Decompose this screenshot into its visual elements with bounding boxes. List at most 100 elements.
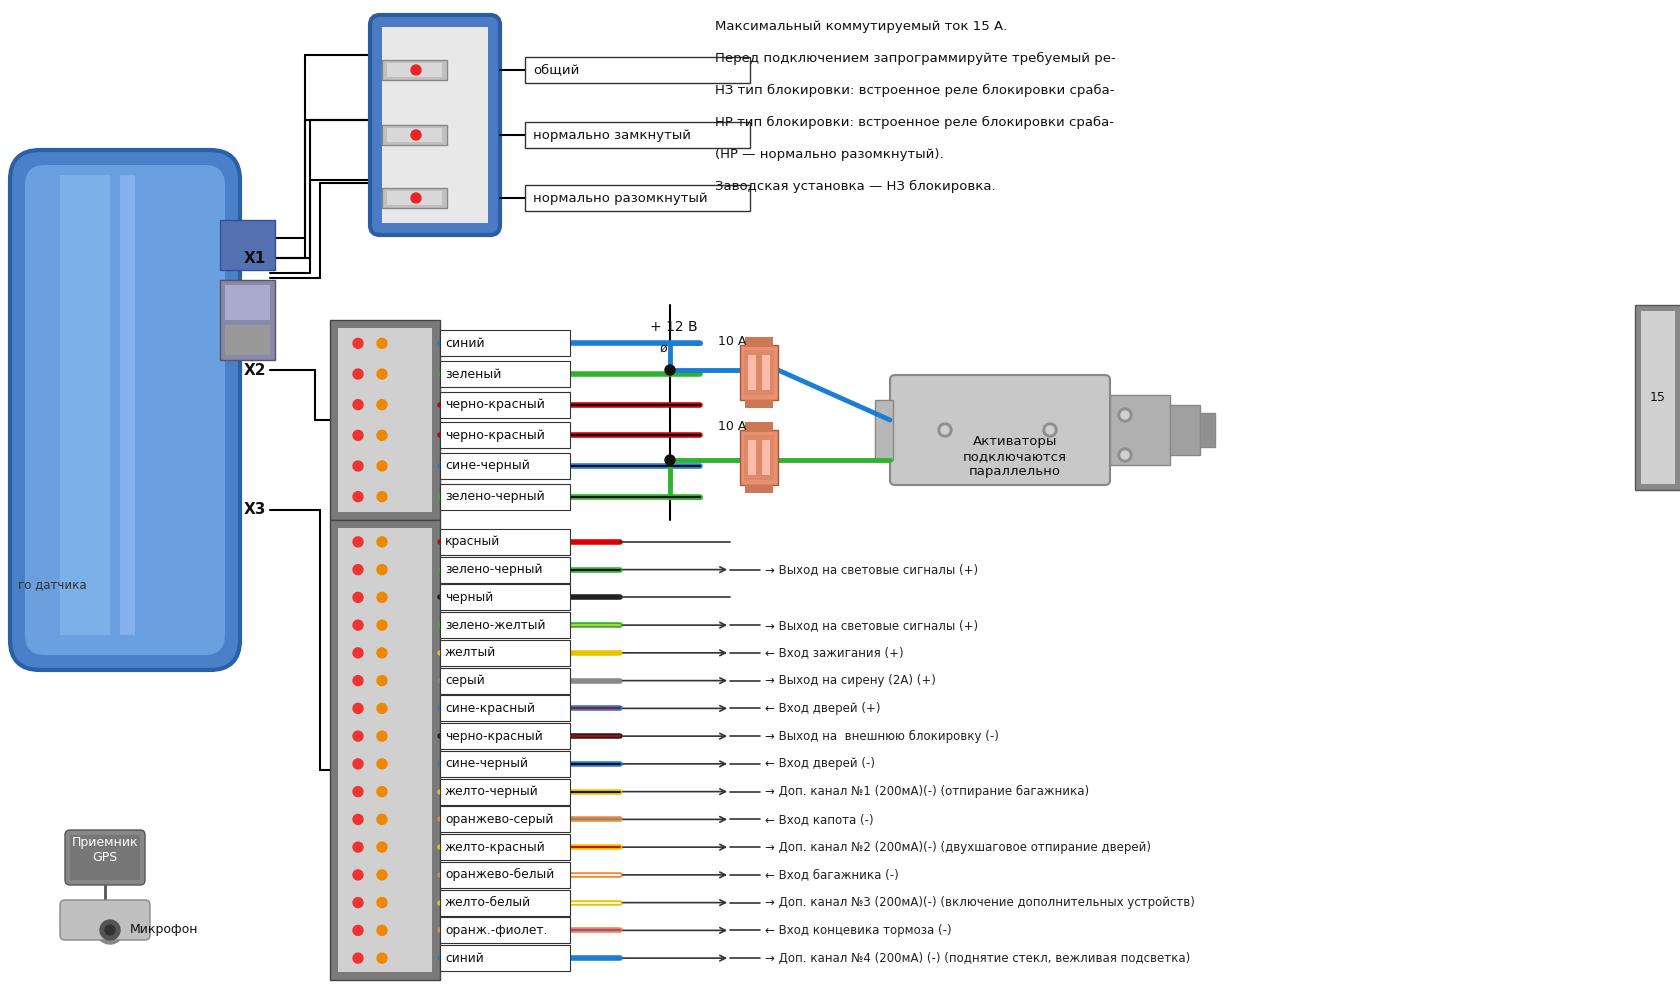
Circle shape [353, 399, 363, 409]
Bar [225, 285, 270, 320]
Bar [744, 337, 773, 347]
Bar [440, 391, 570, 417]
Circle shape [410, 65, 420, 75]
Text: ← Вход концевика тормоза (-): ← Вход концевика тормоза (-) [764, 924, 951, 937]
Bar [761, 440, 769, 475]
Bar [440, 423, 570, 449]
Circle shape [353, 759, 363, 769]
Circle shape [96, 916, 124, 944]
Circle shape [99, 920, 119, 940]
Bar [381, 188, 447, 208]
Circle shape [665, 455, 675, 465]
Bar [524, 122, 749, 148]
Bar [739, 430, 778, 485]
Circle shape [353, 953, 363, 963]
Circle shape [376, 431, 386, 441]
Bar [329, 320, 440, 520]
Bar [440, 584, 570, 611]
Bar [440, 807, 570, 832]
Bar [440, 668, 570, 693]
Text: 10 А: 10 А [717, 335, 746, 348]
Bar [524, 57, 749, 83]
Circle shape [376, 870, 386, 880]
Bar [381, 125, 447, 145]
Bar [440, 612, 570, 638]
FancyBboxPatch shape [60, 900, 150, 940]
Circle shape [376, 842, 386, 852]
Circle shape [410, 130, 420, 140]
Text: общий: общий [533, 63, 580, 76]
Text: → Выход на сирену (2А) (+): → Выход на сирену (2А) (+) [764, 674, 936, 687]
Circle shape [376, 593, 386, 603]
Text: черно-красный: черно-красный [445, 429, 544, 442]
Circle shape [376, 537, 386, 547]
Bar [440, 453, 570, 479]
Circle shape [1042, 423, 1057, 437]
Text: Максимальный коммутируемый ток 15 А.: Максимальный коммутируемый ток 15 А. [714, 20, 1006, 33]
Text: синий: синий [445, 952, 484, 965]
Bar [338, 528, 432, 972]
Circle shape [376, 461, 386, 471]
Circle shape [1117, 408, 1131, 422]
Text: черно-красный: черно-красный [445, 398, 544, 411]
Circle shape [353, 492, 363, 502]
Circle shape [353, 620, 363, 630]
Bar [386, 191, 442, 205]
Bar [1200, 413, 1215, 447]
Bar [440, 330, 570, 356]
Circle shape [376, 338, 386, 348]
Text: зелено-черный: зелено-черный [445, 490, 544, 503]
Text: НР тип блокировки: встроенное реле блокировки сраба-: НР тип блокировки: встроенное реле блоки… [714, 116, 1114, 129]
Bar [440, 917, 570, 944]
Text: ← Вход капота (-): ← Вход капота (-) [764, 813, 874, 826]
Text: ← Вход зажигания (+): ← Вход зажигания (+) [764, 647, 904, 659]
Circle shape [353, 787, 363, 797]
Circle shape [376, 492, 386, 502]
FancyBboxPatch shape [10, 150, 240, 670]
Bar [440, 750, 570, 777]
Bar [220, 280, 276, 360]
Text: го датчика: го датчика [18, 578, 87, 592]
Circle shape [353, 731, 363, 741]
Circle shape [410, 193, 420, 203]
Bar [440, 779, 570, 805]
Bar [386, 63, 442, 77]
Bar [875, 400, 892, 460]
FancyBboxPatch shape [25, 165, 225, 655]
Bar [744, 400, 773, 408]
Bar [625, 305, 1324, 520]
Text: Активаторы
подключаются
параллельно: Активаторы подключаются параллельно [963, 435, 1067, 478]
Bar [386, 128, 442, 142]
Bar [440, 834, 570, 860]
Text: ø: ø [660, 342, 667, 355]
Circle shape [353, 431, 363, 441]
Circle shape [376, 731, 386, 741]
Circle shape [376, 369, 386, 379]
Circle shape [353, 593, 363, 603]
FancyBboxPatch shape [66, 830, 144, 885]
Circle shape [941, 426, 949, 434]
Bar [1635, 305, 1680, 490]
Bar [761, 355, 769, 390]
Circle shape [353, 703, 363, 713]
Text: → Доп. канал №4 (200мА) (-) (поднятие стекл, вежливая подсветка): → Доп. канал №4 (200мА) (-) (поднятие ст… [764, 952, 1189, 965]
Text: сине-черный: сине-черный [445, 460, 529, 473]
Bar [699, 0, 1680, 230]
Bar [440, 361, 570, 387]
Circle shape [1121, 411, 1129, 420]
Text: желто-черный: желто-черный [445, 785, 538, 798]
Circle shape [376, 620, 386, 630]
Text: X3: X3 [244, 503, 265, 517]
Circle shape [353, 537, 363, 547]
Bar [225, 325, 270, 355]
Bar [440, 945, 570, 971]
Bar [440, 556, 570, 582]
Circle shape [353, 815, 363, 824]
Circle shape [353, 338, 363, 348]
Bar [119, 175, 134, 635]
Bar [739, 345, 778, 400]
Text: 10 А: 10 А [717, 420, 746, 433]
Bar [381, 60, 447, 80]
Text: X1: X1 [244, 250, 265, 266]
Circle shape [353, 926, 363, 936]
